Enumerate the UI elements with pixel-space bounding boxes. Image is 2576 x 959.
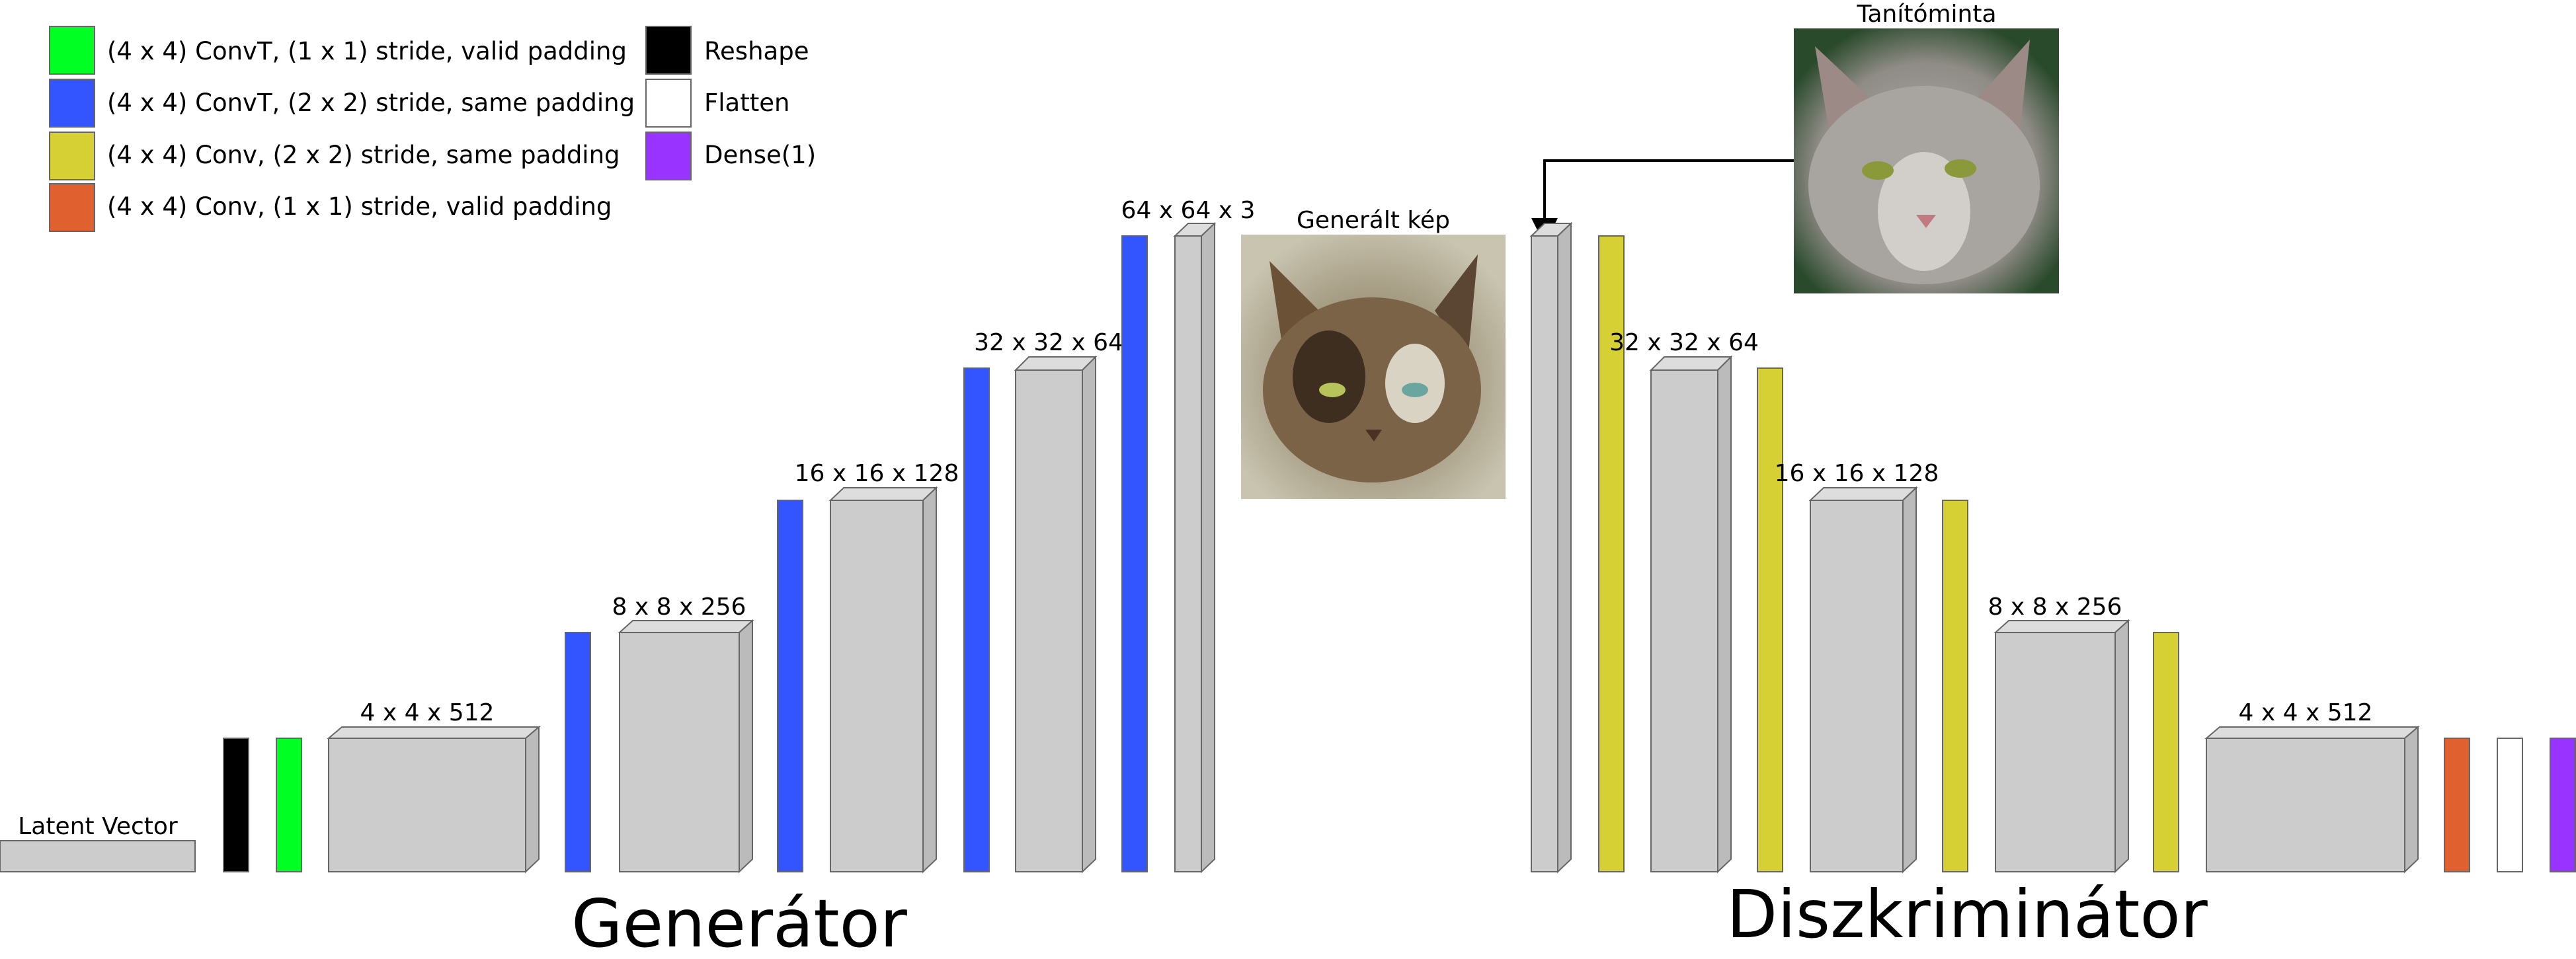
gen-convt-same-layer-1 (565, 632, 591, 872)
gen-block-8x8x256-label: 8 x 8 x 256 (612, 594, 746, 621)
training-cat-picture (1808, 40, 2040, 284)
legend-item-convt-valid: (4 x 4) ConvT, (1 x 1) stride, valid pad… (49, 26, 627, 75)
legend-swatch-white (645, 79, 692, 128)
disc-conv-valid-layer (2444, 738, 2470, 872)
discriminator: 32 x 32 x 64 16 x 16 x 128 8 x 8 x 256 4… (1529, 221, 2576, 953)
disc-block-16x16x128-top (1808, 487, 1918, 501)
disc-block-32x32x64: 32 x 32 x 64 (1609, 329, 1759, 874)
disc-block-16x16x128-front (1810, 500, 1904, 872)
gen-block-4x4x512-side (525, 725, 540, 874)
disc-block-32x32x64-front (1650, 369, 1718, 872)
training-image: Tanítóminta (1794, 1, 2059, 293)
disc-conv-same-layer-2 (1757, 367, 1783, 872)
legend-swatch-yellow (49, 132, 95, 180)
disc-input-block-front (1531, 235, 1558, 872)
gen-block-16x16x128-front (830, 500, 924, 872)
gen-block-8x8x256: 8 x 8 x 256 (612, 594, 754, 874)
training-image-label: Tanítóminta (1856, 1, 1996, 28)
gen-block-16x16x128: 16 x 16 x 128 (795, 460, 959, 874)
disc-block-4x4x512-side (2404, 725, 2419, 874)
disc-block-8x8x256-label: 8 x 8 x 256 (1988, 594, 2122, 621)
legend-item-convt-same: (4 x 4) ConvT, (2 x 2) stride, same padd… (49, 79, 635, 128)
gen-block-32x32x64-side (1082, 355, 1096, 874)
gen-block-64x64x3-label: 64 x 64 x 3 (1121, 197, 1256, 224)
legend-item-conv-same: (4 x 4) Conv, (2 x 2) stride, same paddi… (49, 132, 620, 180)
legend-label-dense: Dense(1) (704, 141, 816, 169)
disc-block-8x8x256-front (1995, 632, 2116, 872)
legend-swatch-orange (49, 183, 95, 232)
legend-label-convt-same: (4 x 4) ConvT, (2 x 2) stride, same padd… (107, 89, 635, 117)
latent-vector-label: Latent Vector (18, 813, 178, 840)
gen-block-4x4x512-front (328, 738, 526, 872)
disc-block-8x8x256-top (1993, 620, 2130, 633)
gen-convt-same-layer-3 (963, 367, 990, 872)
gen-convt-same-layer-4 (1121, 235, 1148, 872)
gen-block-64x64x3-side (1201, 221, 1215, 874)
gen-block-4x4x512-top (327, 726, 541, 739)
disc-block-4x4x512: 4 x 4 x 512 (2204, 699, 2420, 874)
gen-block-16x16x128-label: 16 x 16 x 128 (795, 460, 959, 487)
disc-input-block (1529, 221, 1573, 874)
disc-block-16x16x128-label: 16 x 16 x 128 (1775, 460, 1939, 487)
gen-block-8x8x256-side (739, 619, 753, 874)
reshape-layer (223, 738, 249, 872)
convt-valid-layer (276, 738, 302, 872)
disc-block-32x32x64-label: 32 x 32 x 64 (1609, 329, 1759, 356)
legend-item-reshape: Reshape (645, 26, 809, 75)
legend-label-conv-same: (4 x 4) Conv, (2 x 2) stride, same paddi… (107, 141, 620, 169)
disc-block-8x8x256-side (2114, 619, 2129, 874)
legend-item-flatten: Flatten (645, 79, 789, 128)
legend: (4 x 4) ConvT, (1 x 1) stride, valid pad… (49, 26, 816, 232)
gen-block-8x8x256-front (619, 632, 740, 872)
legend-swatch-purple (645, 132, 692, 180)
generator-title: Generátor (571, 885, 908, 959)
disc-dense-layer (2550, 738, 2576, 872)
legend-swatch-green (49, 26, 95, 75)
gen-block-32x32x64-front (1015, 369, 1083, 872)
gen-block-16x16x128-top (828, 487, 938, 501)
disc-block-4x4x512-front (2206, 738, 2405, 872)
latent-vector-block (0, 840, 196, 872)
disc-block-32x32x64-side (1717, 355, 1732, 874)
legend-label-flatten: Flatten (704, 89, 789, 117)
generated-cat-picture (1263, 254, 1481, 482)
gen-block-4x4x512-label: 4 x 4 x 512 (360, 699, 495, 726)
generated-image: Generált kép (1241, 207, 1506, 499)
gen-block-4x4x512: 4 x 4 x 512 (327, 699, 541, 874)
disc-conv-same-layer-1 (1598, 235, 1625, 872)
gen-block-32x32x64-label: 32 x 32 x 64 (974, 329, 1123, 356)
disc-block-8x8x256: 8 x 8 x 256 (1988, 594, 2130, 874)
legend-label-convt-valid: (4 x 4) ConvT, (1 x 1) stride, valid pad… (107, 37, 627, 65)
gen-convt-same-layer-2 (777, 500, 803, 872)
generator: Latent Vector 4 x 4 x 512 8 x 8 x 256 16… (0, 197, 1255, 959)
disc-conv-same-layer-4 (2153, 632, 2179, 872)
disc-conv-same-layer-3 (1942, 500, 1968, 872)
disc-block-4x4x512-label: 4 x 4 x 512 (2239, 699, 2373, 726)
generated-image-label: Generált kép (1297, 207, 1450, 234)
legend-label-conv-valid: (4 x 4) Conv, (1 x 1) stride, valid padd… (107, 192, 612, 221)
gen-block-32x32x64: 32 x 32 x 64 (974, 329, 1123, 874)
gen-block-64x64x3: 64 x 64 x 3 (1121, 197, 1256, 874)
disc-flatten-layer (2497, 738, 2523, 872)
disc-block-16x16x128-side (1902, 486, 1917, 874)
legend-item-dense: Dense(1) (645, 132, 816, 180)
legend-item-conv-valid: (4 x 4) Conv, (1 x 1) stride, valid padd… (49, 183, 612, 232)
discriminator-title: Diszkriminátor (1726, 876, 2208, 953)
legend-swatch-blue (49, 79, 95, 128)
gen-block-8x8x256-top (618, 620, 754, 633)
disc-block-4x4x512-top (2204, 726, 2420, 739)
gen-block-16x16x128-side (922, 486, 937, 874)
disc-input-block-side (1557, 221, 1572, 874)
legend-label-reshape: Reshape (704, 37, 809, 65)
legend-swatch-black (645, 26, 692, 75)
training-to-discriminator-arrow (1531, 159, 1794, 245)
disc-block-16x16x128: 16 x 16 x 128 (1775, 460, 1939, 874)
gen-block-64x64x3-front (1174, 235, 1202, 872)
